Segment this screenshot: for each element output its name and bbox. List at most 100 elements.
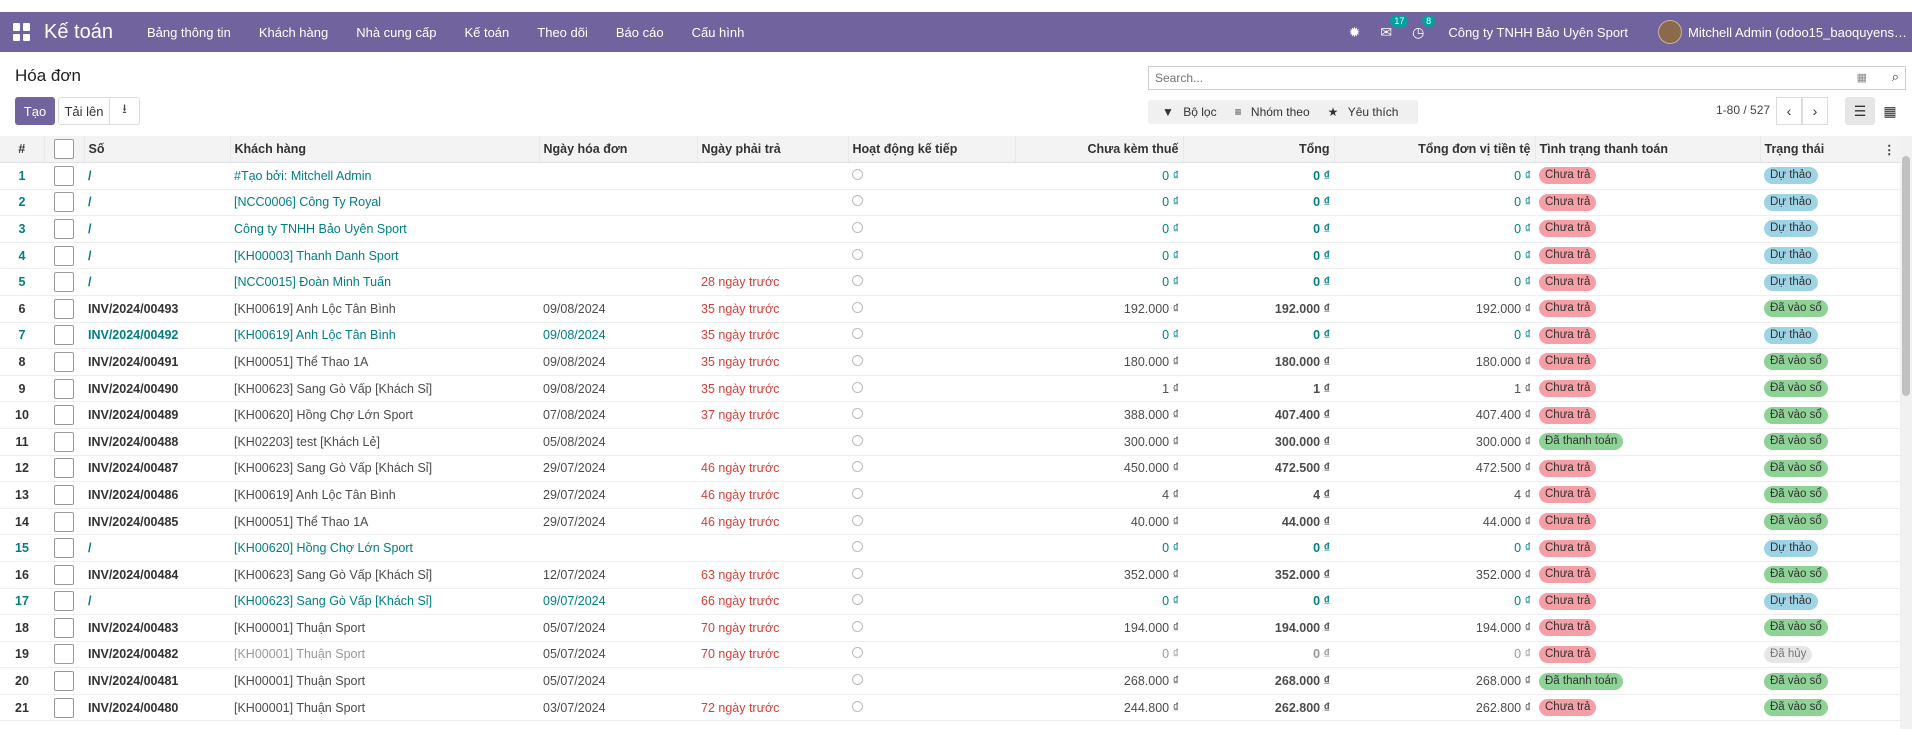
invoice-number[interactable]: / bbox=[84, 534, 230, 562]
menu-item[interactable]: Khách hàng bbox=[258, 24, 329, 40]
row-select-cell[interactable] bbox=[44, 322, 84, 350]
customer-name[interactable]: [KH00619] Anh Lộc Tân Bình bbox=[230, 295, 539, 323]
col-total[interactable]: Tổng bbox=[1183, 136, 1335, 163]
activity-clock-icon[interactable] bbox=[852, 408, 863, 420]
customer-name[interactable]: [KH00620] Hồng Chợ Lớn Sport bbox=[230, 534, 539, 562]
next-activity-cell[interactable] bbox=[848, 588, 1015, 616]
customer-name[interactable]: [KH00623] Sang Gò Vấp [Khách Sỉ] bbox=[230, 588, 539, 616]
next-activity-cell[interactable] bbox=[848, 428, 1015, 456]
row-select-cell[interactable] bbox=[44, 295, 84, 323]
activity-clock-icon[interactable] bbox=[852, 248, 863, 260]
activity-clock-icon[interactable] bbox=[852, 514, 863, 526]
row-checkbox[interactable] bbox=[54, 405, 74, 426]
customer-name[interactable]: [KH00619] Anh Lộc Tân Bình bbox=[230, 322, 539, 350]
row-select-cell[interactable] bbox=[44, 481, 84, 509]
col-customer[interactable]: Khách hàng bbox=[230, 136, 540, 163]
customer-name[interactable]: [NCC0006] Công Ty Royal bbox=[230, 189, 539, 217]
user-avatar[interactable] bbox=[1658, 20, 1682, 44]
activities-icon[interactable]: ◷ 8 bbox=[1412, 14, 1436, 41]
row-select-cell[interactable] bbox=[44, 455, 84, 483]
customer-name[interactable]: [KH00001] Thuận Sport bbox=[230, 694, 539, 722]
pager-value[interactable]: 1-80 / 527 bbox=[1716, 103, 1771, 117]
row-checkbox[interactable] bbox=[54, 617, 74, 638]
search-icon[interactable]: ⌕ bbox=[1891, 69, 1899, 84]
col-invoice-date[interactable]: Ngày hóa đơn bbox=[539, 136, 698, 163]
menu-item[interactable]: Theo dõi bbox=[537, 24, 588, 40]
row-checkbox[interactable] bbox=[54, 697, 74, 718]
customer-name[interactable]: [KH00001] Thuận Sport bbox=[230, 667, 539, 695]
invoice-number[interactable]: / bbox=[84, 162, 230, 190]
menu-item[interactable]: Cấu hình bbox=[691, 24, 745, 40]
row-checkbox[interactable] bbox=[54, 192, 74, 213]
row-select-cell[interactable] bbox=[44, 375, 84, 403]
row-select-cell[interactable] bbox=[44, 614, 84, 642]
next-activity-cell[interactable] bbox=[848, 534, 1015, 562]
table-row[interactable]: 14 INV/2024/00485 [KH00051] Thể Thao 1A 29/… bbox=[0, 508, 1900, 536]
next-activity-cell[interactable] bbox=[848, 242, 1015, 270]
row-checkbox[interactable] bbox=[54, 511, 74, 532]
activity-clock-icon[interactable] bbox=[852, 301, 863, 313]
col-next-activity[interactable]: Hoạt động kế tiếp bbox=[848, 136, 1016, 163]
invoice-number[interactable]: INV/2024/00491 bbox=[84, 348, 230, 376]
customer-name[interactable]: #Tạo bởi: Mitchell Admin bbox=[230, 162, 539, 190]
next-activity-cell[interactable] bbox=[848, 162, 1015, 190]
row-select-cell[interactable] bbox=[44, 588, 84, 616]
customer-name[interactable]: [KH00623] Sang Gò Vấp [Khách Sỉ] bbox=[230, 375, 539, 403]
row-checkbox[interactable] bbox=[54, 218, 74, 239]
activity-clock-icon[interactable] bbox=[852, 168, 863, 180]
row-select-cell[interactable] bbox=[44, 508, 84, 536]
col-number[interactable]: Số bbox=[84, 136, 231, 163]
customer-name[interactable]: [KH00623] Sang Gò Vấp [Khách Sỉ] bbox=[230, 455, 539, 483]
table-row[interactable]: 4/[KH00003] Thanh Danh Sport 0 ₫ 0 ₫ 0 ₫ Chư… bbox=[0, 242, 1900, 270]
customer-name[interactable]: Công ty TNHH Bảo Uyên Sport bbox=[230, 215, 539, 243]
menu-item[interactable]: Báo cáo bbox=[615, 24, 664, 40]
invoice-number[interactable]: INV/2024/00490 bbox=[84, 375, 230, 403]
row-select-cell[interactable] bbox=[44, 401, 84, 429]
activity-clock-icon[interactable] bbox=[852, 275, 863, 287]
row-select-cell[interactable] bbox=[44, 667, 84, 695]
apps-menu-icon[interactable] bbox=[13, 23, 31, 41]
row-checkbox[interactable] bbox=[54, 431, 74, 452]
row-select-cell[interactable] bbox=[44, 534, 84, 562]
row-checkbox[interactable] bbox=[54, 351, 74, 372]
row-checkbox[interactable] bbox=[54, 484, 74, 505]
menu-item[interactable]: Nhà cung cấp bbox=[356, 24, 437, 40]
invoice-number[interactable]: INV/2024/00484 bbox=[84, 561, 230, 589]
customer-name[interactable]: [KH02203] test [Khách Lẻ] bbox=[230, 428, 539, 456]
table-row[interactable]: 12 INV/2024/00487 [KH00623] Sang Gò Vấp [K… bbox=[0, 455, 1900, 483]
invoice-number[interactable]: / bbox=[84, 189, 230, 217]
next-activity-cell[interactable] bbox=[848, 641, 1015, 669]
select-all-checkbox[interactable] bbox=[54, 139, 74, 159]
row-checkbox[interactable] bbox=[54, 298, 74, 319]
app-brand[interactable]: Kế toán bbox=[44, 20, 113, 43]
customer-name[interactable]: [KH00623] Sang Gò Vấp [Khách Sỉ] bbox=[230, 561, 539, 589]
next-activity-cell[interactable] bbox=[848, 375, 1015, 403]
row-select-cell[interactable] bbox=[44, 641, 84, 669]
next-activity-cell[interactable] bbox=[848, 268, 1015, 296]
row-checkbox[interactable] bbox=[54, 564, 74, 585]
groupby-button[interactable]: ≡ Nhóm theo bbox=[1234, 105, 1310, 119]
row-select-cell[interactable] bbox=[44, 428, 84, 456]
next-activity-cell[interactable] bbox=[848, 694, 1015, 722]
next-activity-cell[interactable] bbox=[848, 401, 1015, 429]
row-checkbox[interactable] bbox=[54, 272, 74, 293]
favorites-button[interactable]: ★ Yêu thích bbox=[1327, 105, 1399, 119]
col-due-date[interactable]: Ngày phải trả bbox=[697, 136, 849, 163]
invoice-number[interactable]: INV/2024/00493 bbox=[84, 295, 230, 323]
col-untaxed[interactable]: Chưa kèm thuế bbox=[1015, 136, 1184, 163]
table-row[interactable]: 21 INV/2024/00480 [KH00001] Thuận Sport 03/… bbox=[0, 694, 1900, 722]
row-checkbox[interactable] bbox=[54, 378, 74, 399]
pager-next-button[interactable]: › bbox=[1802, 97, 1828, 125]
next-activity-cell[interactable] bbox=[848, 455, 1015, 483]
invoice-number[interactable]: INV/2024/00486 bbox=[84, 481, 230, 509]
table-row[interactable]: 5 /[NCC0015] Đoàn Minh Tuấn 28 ngày trước 0… bbox=[0, 268, 1900, 296]
next-activity-cell[interactable] bbox=[848, 322, 1015, 350]
col-status[interactable]: Trạng thái ⋮ bbox=[1760, 136, 1901, 163]
row-select-cell[interactable] bbox=[44, 242, 84, 270]
messages-icon[interactable]: ✉ 17 bbox=[1380, 14, 1409, 41]
customer-name[interactable]: [KH00003] Thanh Danh Sport bbox=[230, 242, 539, 270]
activity-clock-icon[interactable] bbox=[852, 620, 863, 632]
row-select-cell[interactable] bbox=[44, 189, 84, 217]
customer-name[interactable]: [KH00619] Anh Lộc Tân Bình bbox=[230, 481, 539, 509]
invoice-number[interactable]: / bbox=[84, 215, 230, 243]
